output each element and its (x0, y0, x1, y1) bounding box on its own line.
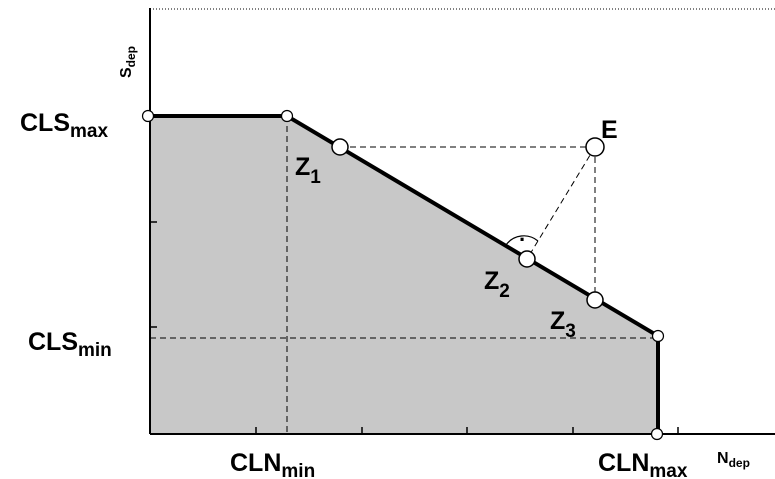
critical-load-function (150, 114, 660, 434)
cls-max-marker (141, 109, 155, 123)
point-z2 (518, 250, 536, 268)
cls-min-label: CLSmin (28, 328, 112, 361)
cln-min-label: CLNmin (230, 449, 315, 479)
x-axis-label: Ndep (717, 450, 750, 470)
point-z3 (586, 291, 604, 309)
y-axis-label: Sdep (118, 46, 138, 78)
point-z3-label: Z3 (550, 307, 576, 342)
cls-max-label: CLSmax (20, 109, 108, 142)
cln-max-label: CLNmax (598, 449, 688, 479)
point-e (585, 137, 605, 157)
point-e-label: E (601, 116, 618, 144)
corner-marker (280, 109, 294, 123)
critical-load-region (150, 116, 658, 434)
point-z1 (331, 138, 349, 156)
corner-max-marker (651, 329, 665, 343)
point-z2-label: Z2 (484, 267, 510, 302)
cln-max-marker (650, 427, 664, 441)
right-angle-dot: · (519, 227, 526, 252)
point-z1-label: Z1 (295, 153, 321, 188)
e-to-z2-guide (526, 146, 596, 260)
right-angle-arc (505, 235, 539, 246)
